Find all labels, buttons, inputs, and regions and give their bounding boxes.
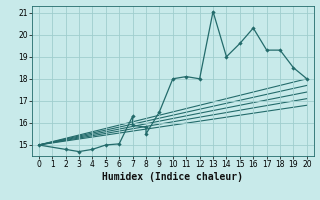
- X-axis label: Humidex (Indice chaleur): Humidex (Indice chaleur): [102, 172, 243, 182]
